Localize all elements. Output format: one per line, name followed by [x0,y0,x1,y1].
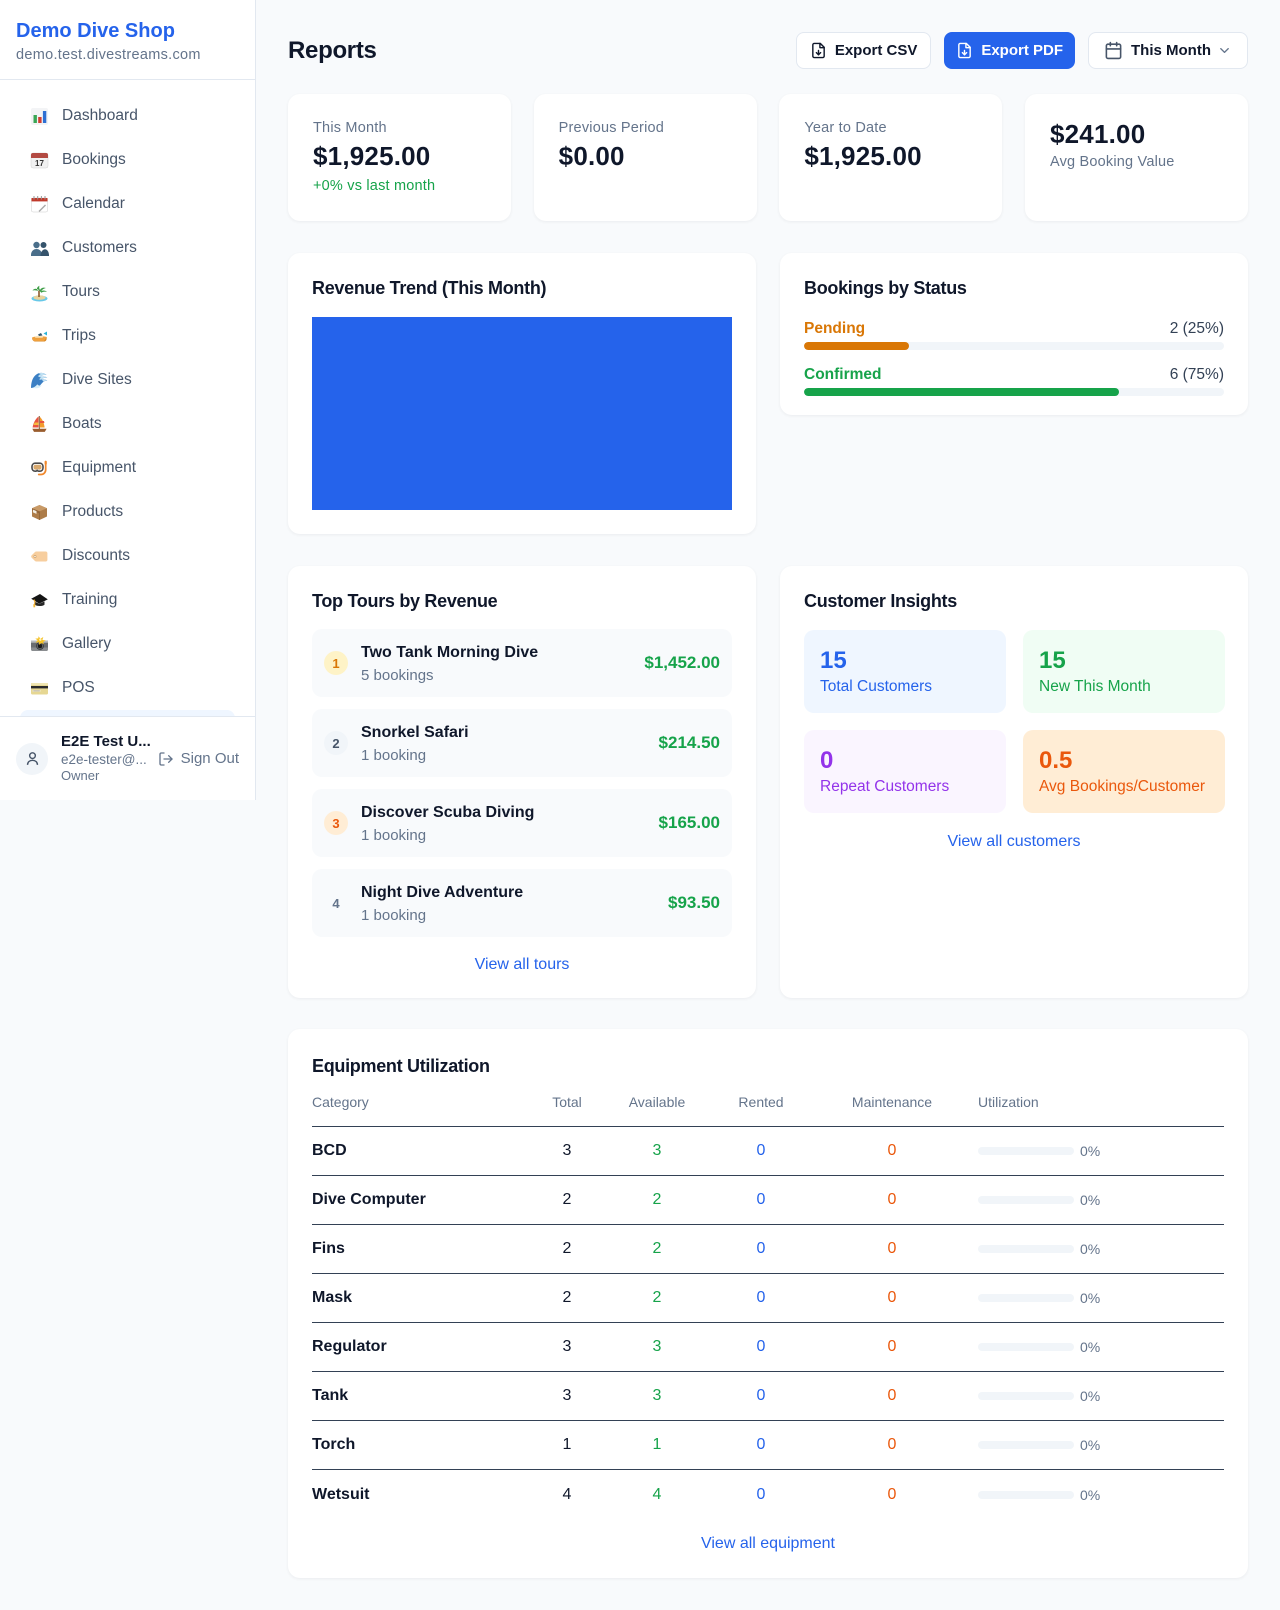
svg-text:17: 17 [35,159,44,168]
